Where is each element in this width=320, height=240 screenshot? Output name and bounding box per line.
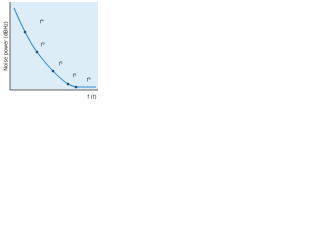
y-axis-label: Noise power (dBHz) [4,21,10,70]
slope-label: f⁴ [40,20,44,26]
x-axis-label: f (t) [87,95,96,101]
breakpoints [23,30,78,89]
breakpoint [66,82,70,86]
breakpoint [23,30,27,34]
page: Noise power (dBHz) f (t) f⁴ f³ f² f¹ f⁰ … [0,0,100,105]
slope-label: f³ [41,43,45,49]
slope-label: f⁰ [87,78,91,84]
diagram: Noise power (dBHz) f (t) f⁴ f³ f² f¹ f⁰ [4,2,98,101]
breakpoint [74,85,78,89]
breakpoint [51,69,55,73]
slope-label: f² [59,62,63,68]
slope-label: f¹ [73,74,77,80]
breakpoint [35,50,39,54]
plot-area [10,2,98,90]
